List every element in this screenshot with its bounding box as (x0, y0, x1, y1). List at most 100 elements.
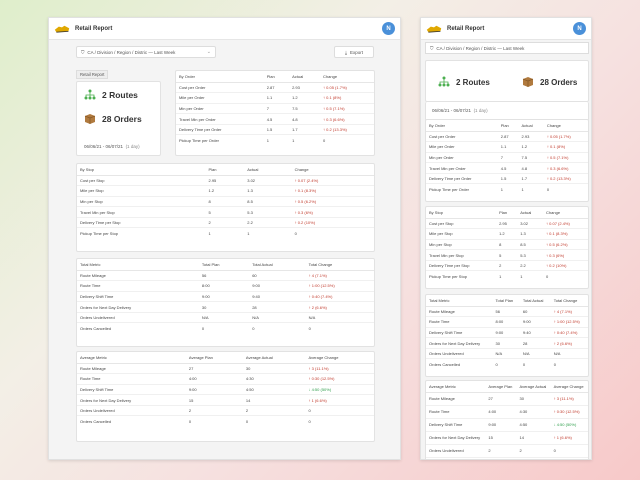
orders-stat: 28 Orders (522, 76, 577, 88)
orders-stat: 28 Orders (84, 113, 142, 125)
table-cell: 1.3 (244, 185, 292, 197)
table-cell: ↑ 0:30 (12.5%) (550, 405, 588, 419)
table-cell: Orders Cancelled (429, 362, 461, 368)
filter-dropdown[interactable]: ⛉ CA / Division / Region / Distric — Las… (425, 42, 589, 54)
table-cell: 14 (516, 431, 551, 445)
table-cell: ↑ 3 (11.1%) (550, 392, 588, 406)
column-header: Actual (289, 71, 321, 83)
column-header: Plan (497, 120, 519, 132)
table-cell: 2.2 (244, 217, 292, 229)
column-header: Total Actual (249, 259, 306, 271)
table-cell: ↑ 0.2 (13.3%) (543, 173, 588, 185)
table-row: Mile per Order 1.1 1.2 ↑ 0.1 (8%) (426, 141, 588, 153)
table-cell: N/A (550, 348, 588, 360)
table-row: Min per Stop 8 8.5 ↑ 0.5 (6.2%) (77, 196, 374, 208)
table-cell: Mile per Stop (426, 228, 497, 240)
table-cell: N/A (198, 312, 250, 324)
table-cell: 1 (500, 187, 503, 193)
table-row: Orders for Next Day Delivery 15 14 ↑ 1 (6.6… (426, 431, 588, 445)
column-header: Total Metric (426, 295, 493, 307)
table-cell: Route Mileage (77, 363, 186, 375)
table-cell: 15 (185, 394, 243, 406)
table-cell: Cost per Order (426, 131, 498, 143)
table-cell: ↑ 0.1 (8%) (543, 141, 588, 153)
table-cell: 8 (205, 196, 245, 208)
table-cell: 4:30 (242, 373, 306, 385)
table-cell: Route Mileage (426, 306, 493, 318)
table-cell: Travel Min per Stop (77, 206, 206, 218)
column-header: Plan (205, 164, 245, 176)
table-row: Route Time 8:00 9:00 ↑ 1:00 (12.5%) (77, 280, 374, 292)
table-cell: ↑ 2 (6.6%) (305, 301, 374, 313)
table-cell: ↑ 0.1 (8.3%) (543, 228, 588, 240)
table-cell: ↑ 0.3 (6%) (291, 206, 374, 218)
table-cell: ↑ 0.3 (6.6%) (320, 113, 374, 125)
column-header: By Stop (77, 164, 206, 176)
table-cell: 0 (308, 326, 311, 332)
table-cell: ↑ 0.2 (10%) (291, 217, 374, 229)
table-cell: Route Time (426, 316, 493, 328)
table-cell: 9:40 (519, 327, 551, 339)
filter-dropdown[interactable]: ⛉ CA / Division / Region / Distric — Las… (76, 46, 216, 58)
table-row: Orders for Next Day Delivery 30 28 ↑ 2 (6.6… (77, 301, 374, 313)
orders-count: 28 Orders (102, 114, 142, 124)
table-cell: 1.5 (497, 173, 519, 185)
routes-stat: 2 Routes (438, 76, 490, 88)
table-cell: 8:00 (492, 316, 520, 328)
by-stop-table-card-mobile: By Stop Plan Actual Change Cost per Stop 2.95… (425, 206, 589, 289)
table-cell: Delivery Shift Time (426, 418, 486, 432)
table-cell: 9:00 (519, 316, 551, 328)
table-cell: 7 (497, 152, 519, 164)
table-cell: 3.02 (244, 175, 292, 187)
table-row: Delivery Time per Order 1.5 1.7 ↑ 0.2 (13.3… (176, 124, 374, 136)
table-cell: Mile per Order (176, 92, 264, 104)
column-header: Total Plan (198, 259, 250, 271)
table-cell: Cost per Stop (426, 218, 497, 230)
by-stop-table-card: By Stop Plan Actual Change Cost per Stop 2.95… (76, 163, 375, 252)
table-row: Route Mileage 27 30 ↑ 3 (11.1%) (426, 392, 588, 406)
column-header: Total Change (305, 259, 374, 271)
avatar[interactable]: N (573, 22, 586, 35)
filter-text: CA / Division / Region / Distric — Last … (87, 49, 176, 55)
table-header-row: Average Metric Average Plan Average Actual… (77, 352, 374, 364)
table-cell: Orders Undelivered (426, 444, 486, 458)
table-cell: 0 (308, 419, 311, 425)
table-row: Mile per Stop 1.2 1.3 ↑ 0.1 (8.3%) (426, 228, 588, 240)
table-row: Travel Min per Stop 5 5.3 ↑ 0.3 (6%) (426, 249, 588, 261)
table-cell: 2.2 (517, 260, 544, 272)
by-order-table-card-mobile: By Order Plan Actual Change Cost per Order 2.… (425, 119, 589, 202)
table-header-row: By Order Plan Actual Change (426, 120, 588, 132)
table-cell: 56 (492, 306, 520, 318)
avatar[interactable]: N (382, 22, 395, 35)
table-cell: 0 (495, 362, 498, 368)
table-row: Travel Min per Order 4.5 4.8 ↑ 0.3 (6.6%) (176, 113, 374, 125)
table-row: Cost per Stop 2.95 3.02 ↑ 0.07 (2.4%) (426, 218, 588, 230)
table-cell: Orders for Next Day Delivery (77, 301, 199, 313)
routes-icon (438, 76, 450, 87)
app-title: Retail Report (447, 25, 485, 32)
table-row: Orders Undelivered N/A N/A N/A (77, 312, 374, 324)
table-cell: Delivery Time per Order (426, 173, 498, 185)
summary-card: Retail Report 2 Routes 28 Orders 06/06/2… (76, 67, 161, 156)
export-button[interactable]: ⤓ Export (334, 46, 374, 58)
table-cell: 4:30 (516, 405, 551, 419)
total-metric-table: Total Metric Total Plan Total Actual Total … (426, 295, 588, 370)
table-cell: 9:40 (249, 291, 306, 303)
table-cell: Orders Cancelled (80, 419, 112, 425)
chevron-down-icon: ⌄ (206, 49, 211, 55)
table-cell: 5 (205, 206, 245, 218)
table-cell: 2 (242, 405, 306, 417)
table-cell: 0 (245, 419, 249, 425)
table-cell: Pickup Time per Stop (429, 274, 468, 280)
table-header-row: Total Metric Total Plan Total Actual Total … (77, 259, 374, 271)
table-cell: 30 (516, 392, 551, 406)
table-cell: 2 (485, 444, 517, 458)
column-header: Total Change (550, 295, 588, 307)
table-cell: 5.3 (517, 249, 544, 261)
table-cell: Delivery Shift Time (77, 384, 186, 396)
table-row: Delivery Shift Time 9:00 9:40 ↑ 0:40 (7.4%) (77, 291, 374, 303)
table-cell: 30 (242, 363, 306, 375)
column-header: Change (543, 207, 588, 219)
